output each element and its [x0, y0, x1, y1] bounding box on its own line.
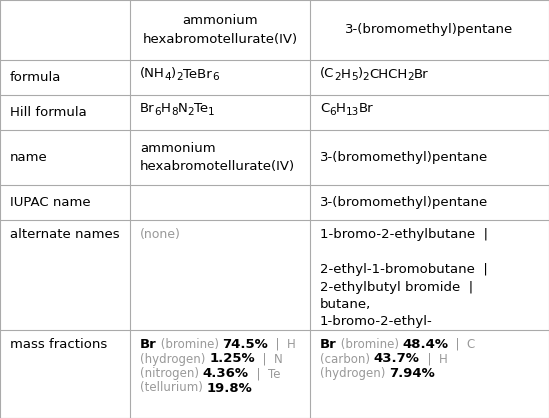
Text: |  N: | N	[255, 352, 283, 365]
Text: (hydrogen): (hydrogen)	[140, 352, 209, 365]
Text: H: H	[341, 67, 351, 81]
Text: Br: Br	[320, 338, 337, 351]
Text: CHCH: CHCH	[369, 67, 407, 81]
Text: N: N	[178, 102, 188, 115]
Text: 43.7%: 43.7%	[374, 352, 419, 365]
Text: ): )	[171, 67, 176, 81]
Text: |  Te: | Te	[249, 367, 280, 380]
Text: name: name	[10, 151, 48, 164]
Text: 19.8%: 19.8%	[206, 382, 253, 395]
Text: (bromine): (bromine)	[337, 338, 402, 351]
Text: Hill formula: Hill formula	[10, 106, 87, 119]
Text: 2: 2	[334, 72, 341, 82]
Text: 4: 4	[165, 72, 171, 82]
Text: ammonium
hexabromotellurate(IV): ammonium hexabromotellurate(IV)	[140, 142, 295, 173]
Text: Br: Br	[359, 102, 374, 115]
Text: C: C	[320, 102, 329, 115]
Text: Br: Br	[140, 102, 155, 115]
Text: formula: formula	[10, 71, 61, 84]
Text: 2: 2	[176, 72, 183, 82]
Text: 3-(bromomethyl)pentane: 3-(bromomethyl)pentane	[345, 23, 514, 36]
Text: 7.94%: 7.94%	[389, 367, 435, 380]
Text: 3-(bromomethyl)pentane: 3-(bromomethyl)pentane	[320, 196, 488, 209]
Text: ): )	[357, 67, 363, 81]
Text: TeBr: TeBr	[183, 67, 212, 81]
Text: (bromine): (bromine)	[157, 338, 222, 351]
Text: IUPAC name: IUPAC name	[10, 196, 91, 209]
Text: |  H: | H	[419, 352, 447, 365]
Text: Br: Br	[414, 67, 429, 81]
Text: |  C: | C	[449, 338, 476, 351]
Text: (carbon): (carbon)	[320, 352, 374, 365]
Text: (NH: (NH	[140, 67, 165, 81]
Text: (C: (C	[320, 67, 334, 81]
Text: Te: Te	[194, 102, 208, 115]
Text: 6: 6	[212, 72, 219, 82]
Text: 13: 13	[346, 107, 359, 117]
Text: 8: 8	[171, 107, 178, 117]
Text: ammonium
hexabromotellurate(IV): ammonium hexabromotellurate(IV)	[142, 15, 298, 46]
Text: 2: 2	[188, 107, 194, 117]
Text: 1-bromo-2-ethylbutane  |

2-ethyl-1-bromobutane  |
2-ethylbutyl bromide  |
butan: 1-bromo-2-ethylbutane | 2-ethyl-1-bromob…	[320, 228, 488, 329]
Text: (none): (none)	[140, 228, 181, 241]
Text: 4.36%: 4.36%	[203, 367, 249, 380]
Text: (nitrogen): (nitrogen)	[140, 367, 203, 380]
Text: 5: 5	[351, 72, 357, 82]
Text: 1.25%: 1.25%	[209, 352, 255, 365]
Text: H: H	[161, 102, 171, 115]
Text: 6: 6	[155, 107, 161, 117]
Text: H: H	[336, 102, 346, 115]
Text: mass fractions: mass fractions	[10, 338, 107, 351]
Text: 74.5%: 74.5%	[222, 338, 268, 351]
Text: 2: 2	[363, 72, 369, 82]
Text: (tellurium): (tellurium)	[140, 382, 206, 395]
Text: 6: 6	[329, 107, 336, 117]
Text: 1: 1	[208, 107, 215, 117]
Text: 2: 2	[407, 72, 414, 82]
Text: 48.4%: 48.4%	[402, 338, 449, 351]
Text: 3-(bromomethyl)pentane: 3-(bromomethyl)pentane	[320, 151, 488, 164]
Text: alternate names: alternate names	[10, 228, 120, 241]
Text: Br: Br	[140, 338, 157, 351]
Text: (hydrogen): (hydrogen)	[320, 367, 389, 380]
Text: |  H: | H	[268, 338, 296, 351]
